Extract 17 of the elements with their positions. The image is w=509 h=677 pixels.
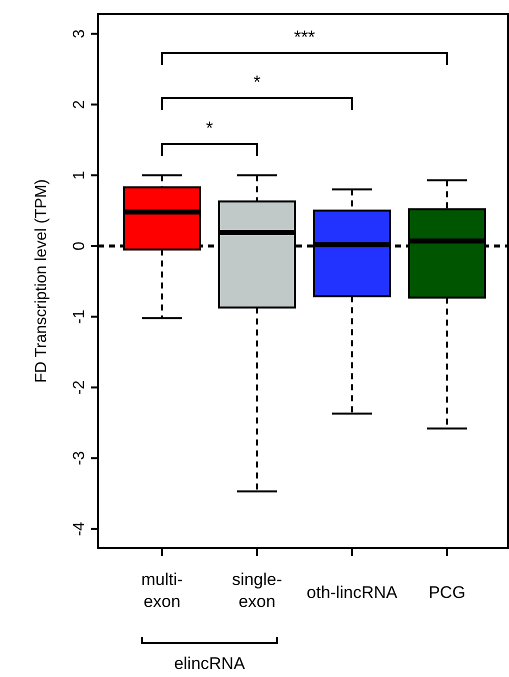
x-tick-label: multi- exon bbox=[141, 570, 183, 611]
x-tick-label: PCG bbox=[428, 583, 466, 602]
annotation: *** bbox=[294, 27, 316, 47]
x-tick-label: single- exon bbox=[232, 570, 282, 611]
y-tick-label: 0 bbox=[71, 241, 88, 250]
y-tick-label: 1 bbox=[71, 170, 88, 180]
y-tick-label: 2 bbox=[71, 100, 88, 109]
text: elincRNA bbox=[174, 654, 246, 673]
annotation: * bbox=[206, 118, 214, 138]
y-tick-label: -4 bbox=[71, 522, 88, 536]
annotation: * bbox=[253, 72, 261, 92]
y-tick-label: -1 bbox=[71, 310, 88, 324]
y-tick-label: 3 bbox=[71, 29, 88, 38]
y-axis-title: FD Transcription level (TPM) bbox=[33, 179, 50, 383]
y-tick-label: -3 bbox=[71, 450, 88, 466]
x-tick-label: oth-lincRNA bbox=[306, 583, 398, 602]
y-tick-label: -2 bbox=[71, 380, 88, 395]
